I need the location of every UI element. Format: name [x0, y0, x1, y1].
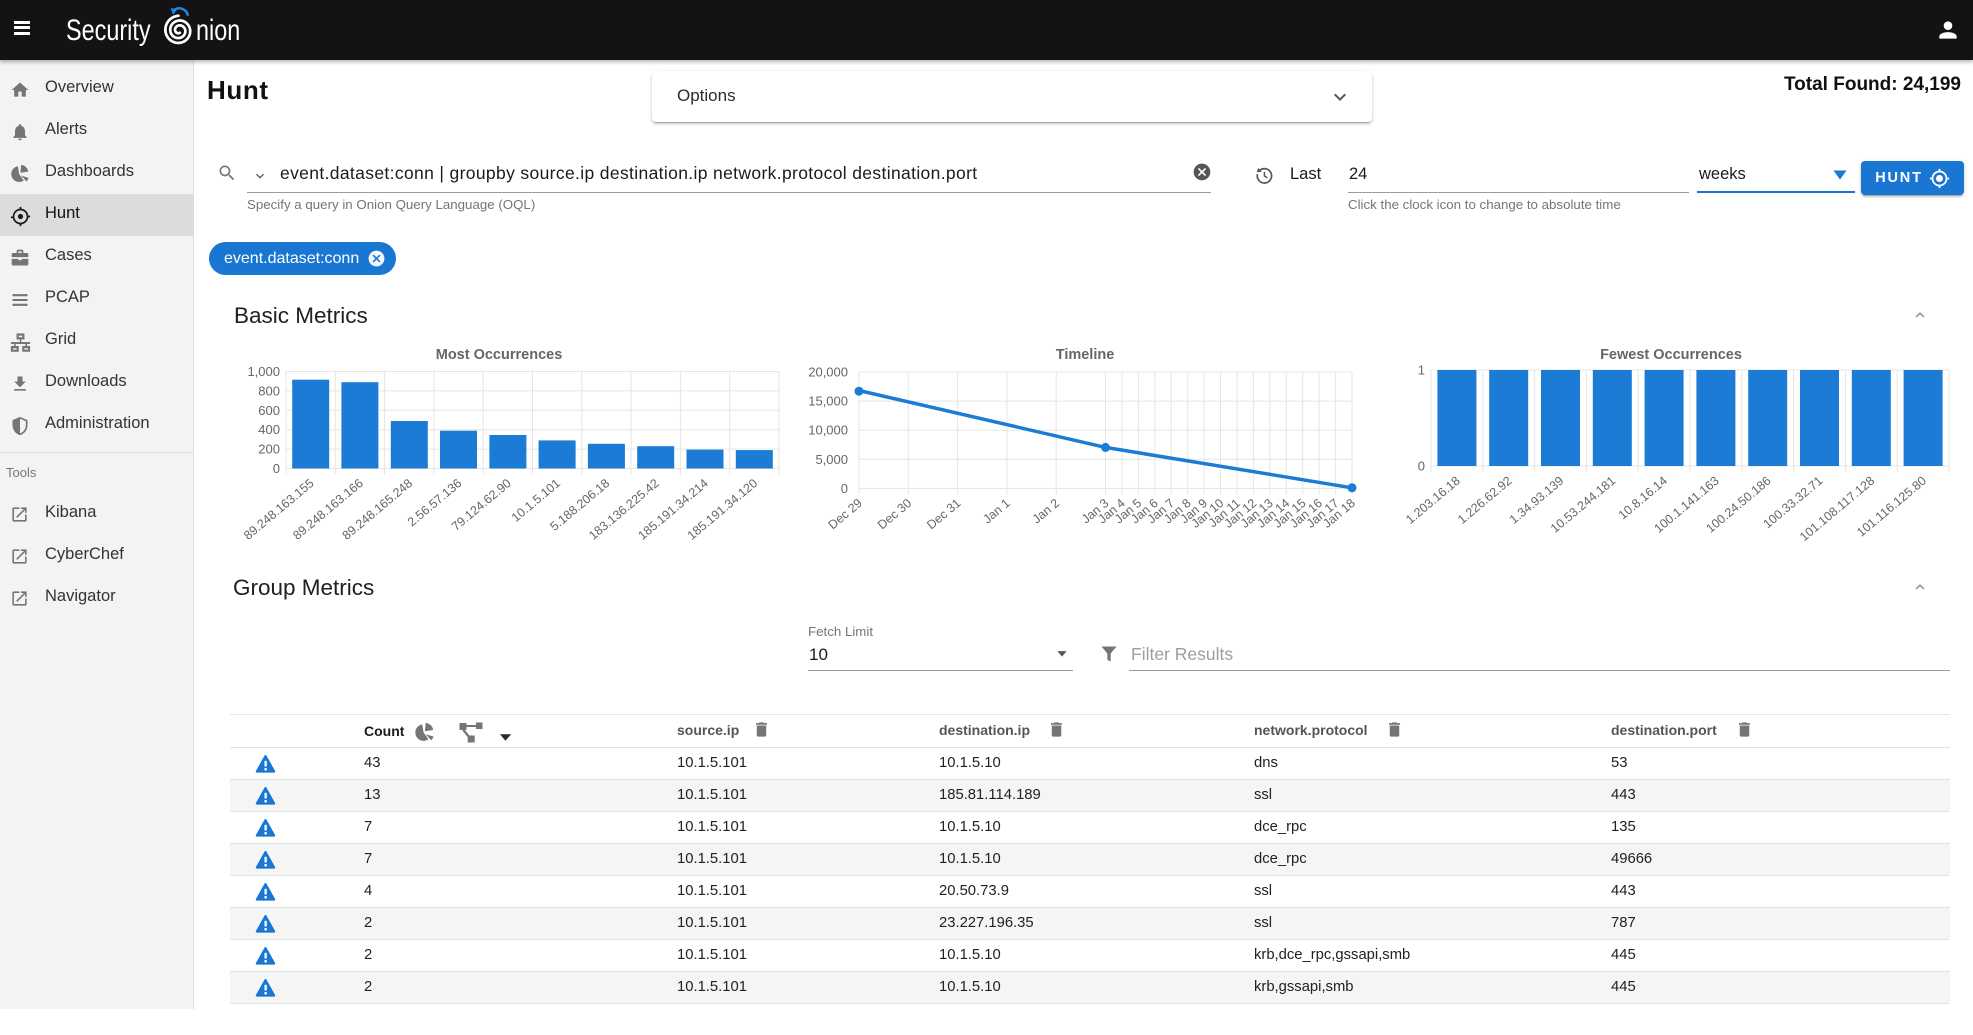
svg-text:200: 200 [258, 442, 280, 457]
svg-text:1.203.16.18: 1.203.16.18 [1403, 474, 1463, 527]
svg-text:800: 800 [258, 383, 280, 398]
svg-text:Jan 1: Jan 1 [980, 496, 1012, 526]
svg-text:1.226.62.92: 1.226.62.92 [1455, 474, 1515, 527]
svg-text:1,000: 1,000 [247, 364, 280, 379]
svg-text:10.8.16.14: 10.8.16.14 [1616, 474, 1670, 523]
svg-text:Fewest Occurrences: Fewest Occurrences [1600, 347, 1742, 363]
svg-text:600: 600 [258, 403, 280, 418]
svg-text:5,000: 5,000 [815, 452, 848, 467]
svg-text:Timeline: Timeline [1056, 347, 1115, 363]
svg-text:Dec 29: Dec 29 [826, 496, 865, 532]
svg-text:0: 0 [1418, 459, 1425, 474]
svg-text:0: 0 [273, 461, 280, 476]
svg-text:Dec 31: Dec 31 [924, 496, 963, 532]
svg-text:Jan 2: Jan 2 [1030, 496, 1062, 526]
svg-text:20,000: 20,000 [808, 365, 848, 380]
svg-text:400: 400 [258, 422, 280, 437]
svg-text:0: 0 [841, 481, 848, 496]
svg-text:15,000: 15,000 [808, 394, 848, 409]
svg-text:1: 1 [1418, 363, 1425, 378]
svg-text:Most Occurrences: Most Occurrences [436, 347, 563, 363]
svg-text:10,000: 10,000 [808, 423, 848, 438]
svg-text:Dec 30: Dec 30 [875, 496, 914, 532]
